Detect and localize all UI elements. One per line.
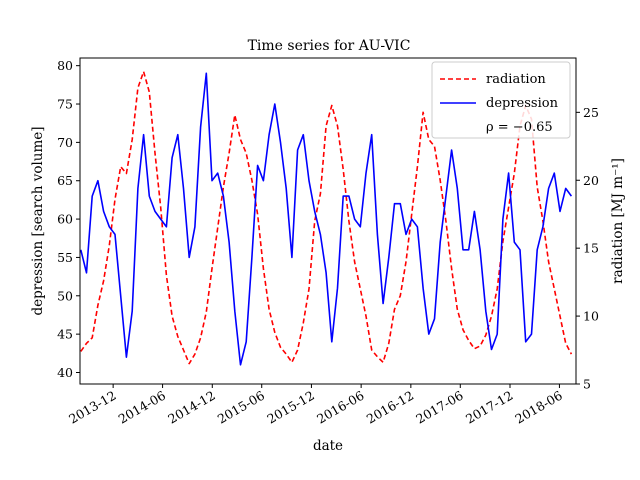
x-tick-label: 2015-12 xyxy=(264,388,316,427)
x-tick-label: 2016-06 xyxy=(314,388,367,427)
legend-box xyxy=(431,61,571,139)
y-left-tick-label: 55 xyxy=(57,250,73,265)
y-axis-right: 5 10 15 20 25 xyxy=(576,105,599,392)
legend: radiation depression ρ = −0.65 xyxy=(431,61,571,139)
y-right-tick-label: 20 xyxy=(583,173,599,188)
y-right-tick-label: 10 xyxy=(583,309,599,324)
y-left-tick-label: 80 xyxy=(57,58,73,73)
x-axis: 2013-122014-062014-122015-062015-122016-… xyxy=(66,384,565,427)
y-right-tick-label: 5 xyxy=(583,377,591,392)
series-line-depression xyxy=(80,72,573,366)
series-layer xyxy=(80,70,573,366)
y-left-tick-label: 60 xyxy=(57,212,73,227)
y-axis-left: 40 45 50 55 60 65 70 75 80 xyxy=(57,58,80,380)
legend-label-depression: depression xyxy=(486,96,559,111)
y-axis-left-title: depression [search volume] xyxy=(30,126,46,315)
x-tick-label: 2014-06 xyxy=(116,388,169,427)
y-left-tick-label: 75 xyxy=(57,97,73,112)
legend-label-radiation: radiation xyxy=(486,72,546,87)
x-tick-label: 2013-12 xyxy=(66,388,118,427)
x-tick-label: 2018-06 xyxy=(512,388,565,427)
x-tick-label: 2016-12 xyxy=(364,388,416,427)
plot-frame xyxy=(79,57,577,385)
y-axis-right-title: radiation [MJ m⁻¹] xyxy=(610,158,626,284)
x-tick-label: 2014-12 xyxy=(165,388,217,427)
y-left-tick-label: 45 xyxy=(57,327,73,342)
x-axis-title: date xyxy=(313,438,343,454)
x-tick-label: 2017-12 xyxy=(463,388,515,427)
y-left-tick-label: 50 xyxy=(57,288,73,303)
y-left-tick-label: 40 xyxy=(57,365,73,380)
y-left-tick-label: 70 xyxy=(57,135,73,150)
y-left-tick-label: 65 xyxy=(57,173,73,188)
y-right-tick-label: 25 xyxy=(583,105,599,120)
chart-title: Time series for AU-VIC xyxy=(248,38,411,54)
x-tick-label: 2017-06 xyxy=(413,388,466,427)
correlation-annotation: ρ = −0.65 xyxy=(486,120,553,135)
y-right-tick-label: 15 xyxy=(583,241,599,256)
x-tick-label: 2015-06 xyxy=(215,388,268,427)
